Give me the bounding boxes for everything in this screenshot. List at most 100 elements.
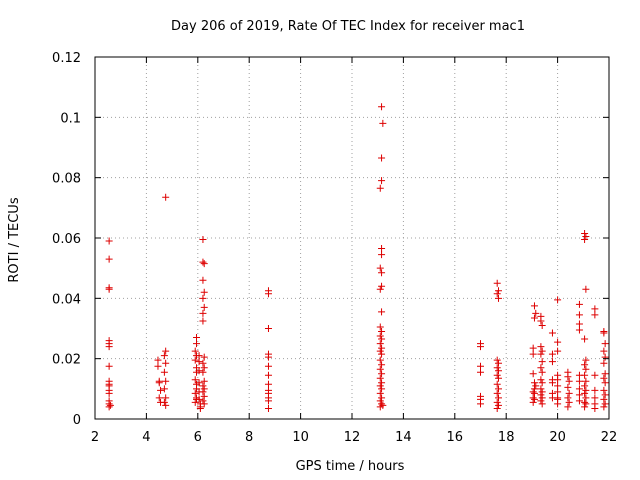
- data-point: [581, 335, 589, 343]
- data-point: [162, 401, 170, 409]
- data-point: [196, 404, 204, 412]
- data-point: [494, 401, 502, 409]
- data-point: [154, 356, 162, 364]
- data-point: [162, 359, 170, 367]
- data-point: [538, 379, 546, 387]
- data-point: [564, 383, 572, 391]
- data-point: [264, 290, 272, 298]
- data-point: [538, 358, 546, 366]
- data-point: [199, 236, 207, 244]
- data-point: [200, 353, 208, 361]
- x-tick-label: 6: [194, 430, 202, 445]
- data-point: [376, 323, 384, 331]
- data-point: [105, 285, 113, 293]
- data-point: [193, 334, 201, 342]
- data-point: [582, 365, 590, 373]
- y-axis-label: ROTI / TECUs: [7, 197, 22, 282]
- data-point: [554, 347, 562, 355]
- y-tick-label: 0.08: [52, 172, 81, 187]
- data-point: [477, 362, 484, 370]
- data-point: [195, 367, 203, 375]
- data-point: [160, 385, 168, 393]
- data-point: [378, 370, 386, 378]
- data-point: [105, 343, 113, 351]
- data-point: [581, 229, 589, 237]
- data-point: [493, 356, 501, 364]
- data-point: [548, 350, 556, 358]
- data-point: [378, 394, 386, 402]
- data-point: [554, 400, 562, 408]
- data-point: [582, 356, 590, 364]
- data-point: [376, 264, 384, 272]
- data-point: [493, 404, 501, 412]
- data-point: [600, 386, 608, 394]
- data-point: [575, 391, 583, 399]
- data-point: [376, 374, 384, 382]
- data-point: [379, 119, 387, 127]
- data-point: [494, 367, 502, 375]
- data-point: [582, 394, 590, 402]
- data-point: [575, 311, 583, 319]
- chart-title: Day 206 of 2019, Rate Of TEC Index for r…: [171, 19, 525, 34]
- data-point: [191, 389, 199, 397]
- data-point: [264, 371, 272, 379]
- data-point: [565, 377, 573, 385]
- data-point: [195, 379, 203, 387]
- data-point: [538, 368, 546, 376]
- data-point: [493, 364, 501, 372]
- data-point: [200, 288, 208, 296]
- data-point: [378, 251, 386, 259]
- x-tick-label: 18: [498, 430, 515, 445]
- y-tick-labels: 0 0.02 0.04 0.06 0.08 0.1 0.12: [52, 51, 81, 428]
- data-point: [105, 403, 113, 411]
- data-point: [199, 276, 207, 284]
- x-tick-label: 10: [292, 430, 309, 445]
- data-point: [548, 329, 556, 337]
- data-point: [532, 382, 540, 390]
- data-point: [378, 385, 386, 393]
- data-point: [160, 368, 168, 376]
- data-point: [191, 347, 199, 355]
- data-point: [582, 386, 590, 394]
- data-point: [529, 370, 537, 378]
- data-point: [378, 335, 386, 343]
- data-point: [105, 389, 113, 397]
- data-point: [191, 376, 199, 384]
- data-point: [530, 395, 538, 403]
- data-point: [154, 362, 162, 370]
- data-point: [195, 395, 203, 403]
- data-point: [537, 364, 545, 372]
- data-point: [493, 389, 501, 397]
- data-point: [378, 154, 386, 162]
- data-point: [378, 350, 386, 358]
- data-point: [105, 237, 113, 245]
- data-point: [378, 282, 386, 290]
- data-point: [494, 287, 502, 295]
- data-point: [378, 177, 386, 185]
- data-point: [193, 340, 201, 348]
- data-point: [264, 404, 272, 412]
- data-point: [565, 389, 573, 397]
- data-point: [200, 364, 208, 372]
- data-point: [105, 255, 113, 263]
- data-point: [264, 353, 272, 361]
- data-point: [200, 385, 208, 393]
- data-point: [532, 309, 540, 317]
- data-point: [530, 314, 538, 322]
- data-point: [591, 386, 599, 394]
- data-point: [264, 362, 272, 370]
- data-point: [199, 388, 207, 396]
- data-point: [376, 285, 384, 293]
- data-point: [155, 379, 163, 387]
- data-point: [162, 394, 170, 402]
- data-point: [195, 352, 203, 360]
- data-point: [537, 317, 545, 325]
- data-point: [493, 290, 501, 298]
- data-point: [195, 358, 203, 366]
- data-point: [378, 328, 386, 336]
- x-tick-label: 14: [395, 430, 412, 445]
- data-point: [200, 400, 208, 408]
- data-point: [264, 397, 272, 405]
- data-point: [199, 359, 207, 367]
